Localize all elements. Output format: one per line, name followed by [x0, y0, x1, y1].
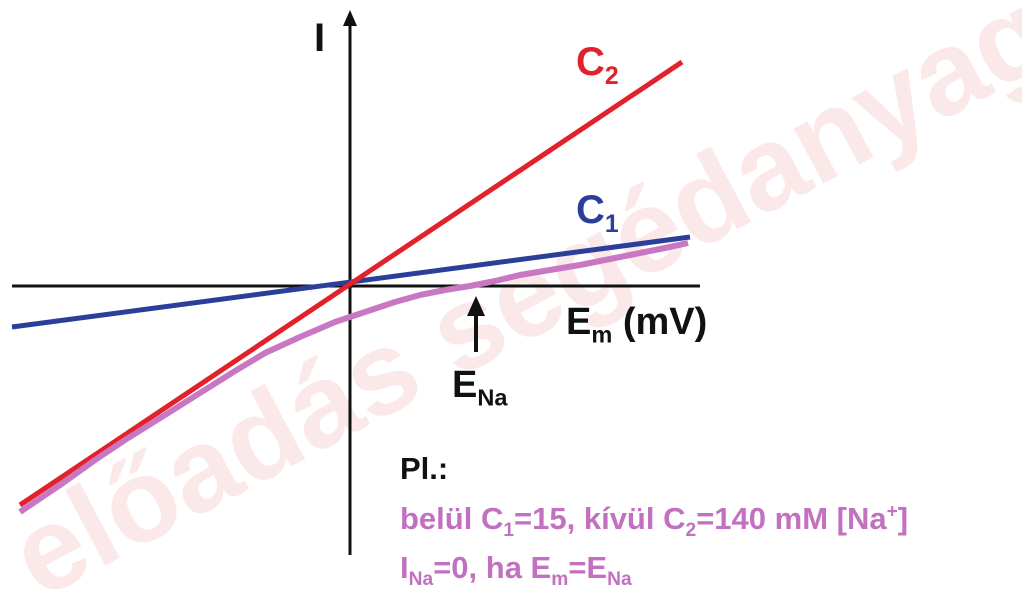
example-line2-a: I — [400, 550, 409, 585]
example-line1-g: ] — [897, 501, 909, 536]
example-line2-f: Na — [607, 569, 632, 591]
example-line2-e: =E — [568, 550, 608, 585]
x-axis-label-unit: (mV) — [612, 301, 708, 343]
c2-label-main: C — [576, 40, 605, 84]
x-axis-label-sub: m — [591, 321, 613, 348]
x-axis-label-main: E — [566, 301, 592, 343]
ena-arrow-head — [467, 296, 485, 316]
example-line2-c: =0, ha E — [433, 550, 552, 585]
example-line1-e: =140 mM [Na — [696, 501, 887, 536]
example-heading: Pl.: — [400, 453, 448, 484]
example-line-2: INa=0, ha Em=ENa — [400, 550, 632, 589]
c1-label-main: C — [576, 188, 605, 232]
ena-label-sub: Na — [477, 384, 508, 411]
y-axis-arrowhead — [343, 10, 357, 26]
ena-label: ENa — [452, 364, 507, 409]
example-line1-c: =15, kívül C — [514, 501, 686, 536]
example-line1-b: 1 — [503, 520, 515, 542]
c1-label: C1 — [576, 188, 619, 237]
c2-label-sub: 2 — [604, 63, 619, 90]
example-line1-f: + — [886, 501, 898, 523]
y-axis-label: I — [314, 18, 325, 58]
example-line1-d: 2 — [685, 520, 697, 542]
example-line2-d: m — [551, 569, 569, 591]
example-line2-b: Na — [408, 569, 434, 591]
c1-label-sub: 1 — [604, 211, 619, 238]
y-axis-label-text: I — [314, 16, 326, 60]
ena-label-main: E — [452, 364, 478, 406]
example-line-1: belül C1=15, kívül C2=140 mM [Na+] — [400, 501, 909, 541]
c2-label: C2 — [576, 40, 619, 89]
c2-line — [18, 59, 684, 508]
x-axis-label: Em (mV) — [566, 301, 708, 346]
example-heading-text: Pl.: — [400, 451, 449, 486]
example-line1-a: belül C — [400, 501, 504, 536]
result-curve — [18, 240, 689, 515]
